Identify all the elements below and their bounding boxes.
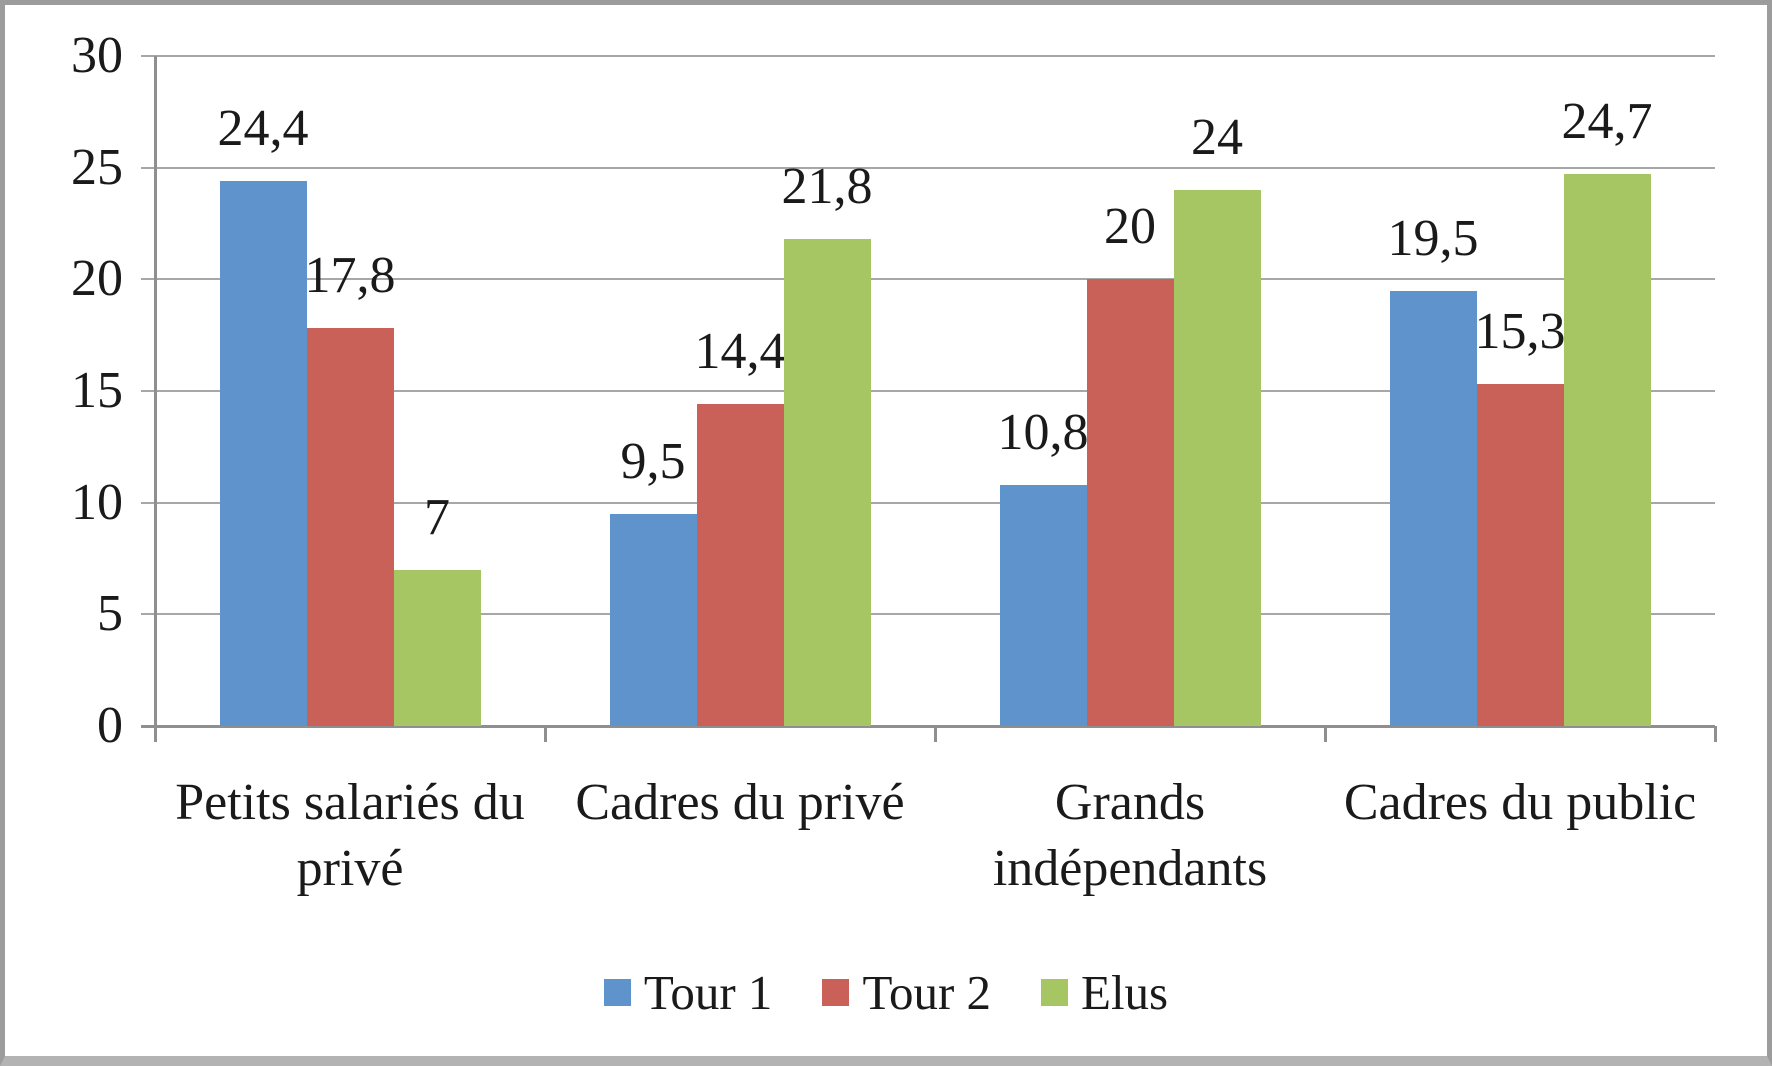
bar-value-label: 15,3 bbox=[1474, 303, 1566, 361]
bar-value-label: 9,5 bbox=[620, 432, 686, 490]
x-axis-tick bbox=[154, 726, 157, 742]
y-axis-tick-label: 20 bbox=[71, 250, 123, 308]
bar-tour-2 bbox=[1086, 279, 1174, 726]
x-axis-tick bbox=[544, 726, 547, 742]
legend-label: Elus bbox=[1081, 965, 1169, 1020]
bar-tour-1 bbox=[1389, 290, 1477, 726]
bar-value-label: 14,4 bbox=[694, 323, 786, 381]
y-axis-tick-label: 10 bbox=[71, 473, 123, 531]
bar-elus bbox=[1563, 174, 1651, 726]
bar-elus bbox=[783, 239, 871, 726]
legend-label: Tour 1 bbox=[643, 965, 773, 1020]
gridline bbox=[141, 166, 1715, 169]
legend-item-tour-1: Tour 1 bbox=[603, 965, 773, 1020]
y-axis-line bbox=[154, 56, 157, 742]
x-axis-tick bbox=[1714, 726, 1717, 742]
bar-value-label: 21,8 bbox=[781, 158, 873, 216]
x-axis-tick bbox=[934, 726, 937, 742]
bar-tour-1 bbox=[999, 484, 1087, 726]
gridline bbox=[141, 278, 1715, 281]
category-label: Cadres du public bbox=[1343, 774, 1697, 831]
bar-elus bbox=[1173, 190, 1261, 726]
y-axis-tick-label: 5 bbox=[97, 585, 123, 643]
legend-label: Tour 2 bbox=[862, 965, 992, 1020]
legend-item-tour-2: Tour 2 bbox=[822, 968, 991, 1017]
bar-value-label: 10,8 bbox=[997, 403, 1089, 461]
bar-value-label: 24,4 bbox=[217, 100, 309, 158]
bar-value-label: 24 bbox=[1191, 109, 1243, 166]
gridline bbox=[141, 613, 1715, 616]
legend-item-elus: Elus bbox=[1041, 968, 1168, 1017]
bar-tour-1 bbox=[219, 181, 307, 726]
bar-tour-2 bbox=[696, 404, 784, 726]
legend-swatch-icon bbox=[603, 979, 631, 1006]
category-label: Grands indépendants bbox=[992, 774, 1268, 898]
bar-value-label: 17,8 bbox=[304, 247, 396, 305]
category-label: Petits salariés du privé bbox=[175, 774, 525, 898]
bar-tour-2 bbox=[1476, 384, 1564, 726]
y-axis-tick-label: 15 bbox=[71, 362, 123, 419]
gridline bbox=[141, 55, 1715, 57]
y-axis-tick-label: 30 bbox=[71, 27, 123, 84]
legend: Tour 1 Tour 2 Elus bbox=[5, 968, 1767, 1017]
gridline bbox=[141, 501, 1715, 504]
plot-area: 0 5 10 15 20 25 30 24,4 17,8 7 Petits salariés du p… bbox=[5, 5, 1767, 1056]
legend-swatch-icon bbox=[1041, 979, 1069, 1006]
bar-value-label: 19,5 bbox=[1387, 209, 1479, 267]
bar-value-label: 7 bbox=[424, 488, 450, 546]
category-label: Cadres du privé bbox=[575, 774, 905, 831]
bar-tour-1 bbox=[609, 513, 697, 726]
gridline bbox=[141, 390, 1715, 392]
x-axis-tick bbox=[1324, 726, 1327, 742]
y-axis-tick-label: 0 bbox=[97, 697, 123, 754]
bar-elus bbox=[393, 569, 481, 726]
y-axis-tick-label: 25 bbox=[71, 138, 123, 196]
bar-tour-2 bbox=[306, 328, 394, 726]
bar-value-label: 20 bbox=[1104, 198, 1156, 256]
legend-swatch-icon bbox=[822, 979, 850, 1006]
x-axis-line bbox=[141, 725, 1715, 728]
bar-value-label: 24,7 bbox=[1561, 93, 1653, 151]
